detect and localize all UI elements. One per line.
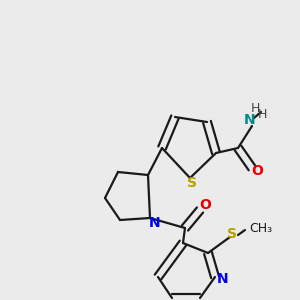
- Text: N: N: [217, 272, 229, 286]
- Text: N: N: [149, 216, 161, 230]
- Text: S: S: [187, 176, 197, 190]
- Text: O: O: [251, 164, 263, 178]
- Text: O: O: [199, 198, 211, 212]
- Text: H: H: [257, 107, 267, 121]
- Text: S: S: [227, 227, 237, 241]
- Text: N: N: [244, 113, 256, 127]
- Text: CH₃: CH₃: [249, 221, 273, 235]
- Text: H: H: [250, 101, 260, 115]
